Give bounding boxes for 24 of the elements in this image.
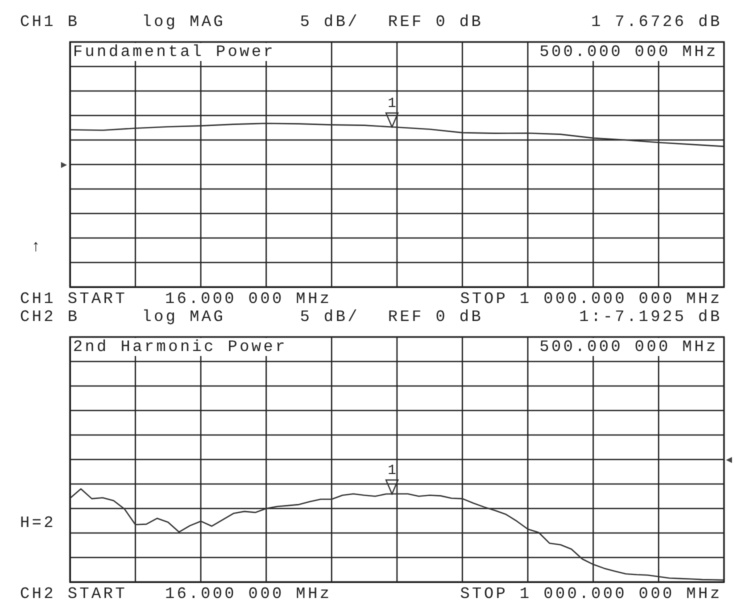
text: ↑	[31, 238, 43, 256]
chart-title: 2nd Harmonic Power	[71, 338, 290, 356]
text: 1 7.6726 dB	[591, 13, 722, 31]
text: REF 0 dB	[388, 13, 484, 31]
text: 1	[388, 94, 396, 113]
text: 16.000 000 MHz	[165, 585, 332, 603]
chart-title: Fundamental Power	[71, 43, 278, 61]
text: 5 dB/	[300, 308, 360, 326]
text: CH1 B	[20, 13, 80, 31]
text: 500.000 000 MHz	[537, 43, 720, 61]
text: 1:-7.1925 dB	[579, 308, 722, 326]
text: STOP 1 000.000 000 MHz	[460, 585, 722, 603]
text: log MAG	[142, 13, 226, 31]
text: 5 dB/	[300, 13, 360, 31]
text: CH2 START	[20, 585, 128, 603]
text: 500.000 000 MHz	[537, 338, 720, 356]
text: CH1 START	[20, 290, 128, 308]
text: 16.000 000 MHz	[165, 290, 332, 308]
text: STOP 1 000.000 000 MHz	[460, 290, 722, 308]
text: 1	[388, 462, 396, 480]
text: H=2	[20, 514, 56, 532]
text: log MAG	[142, 308, 226, 326]
text: CH2 B	[20, 308, 80, 326]
text: REF 0 dB	[388, 308, 484, 326]
